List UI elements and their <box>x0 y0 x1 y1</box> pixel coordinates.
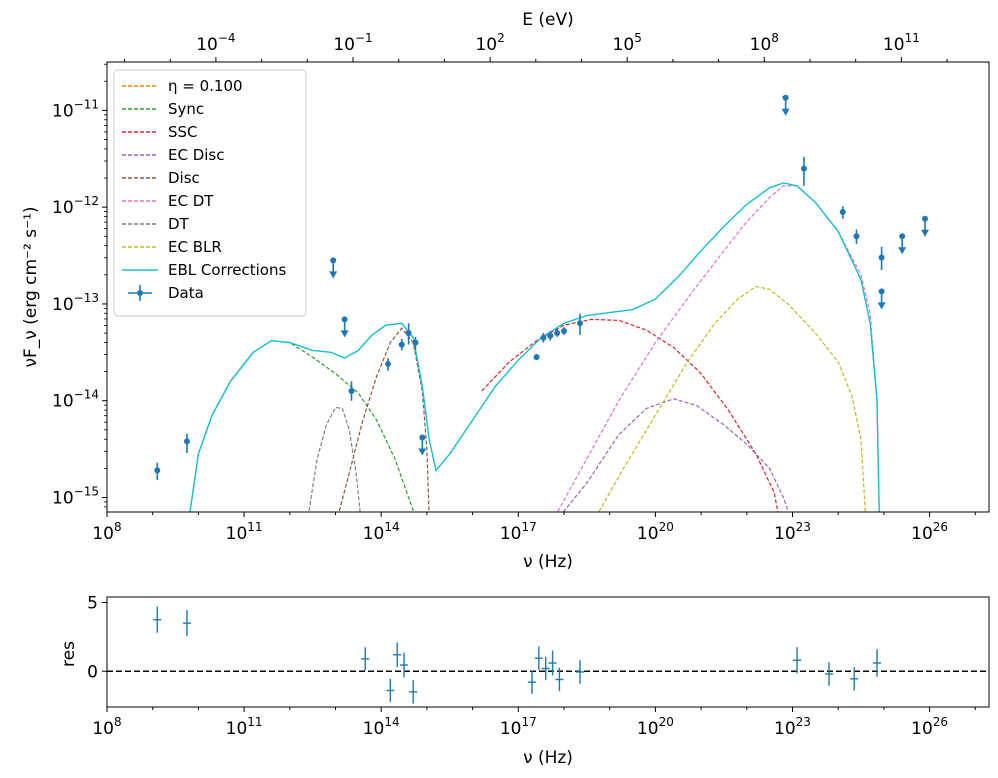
residual-x-tick-label: 1014 <box>363 715 400 739</box>
model-curves <box>189 182 880 512</box>
legend-label: EC Disc <box>168 146 225 164</box>
residual-x-axis: 108 1011 1014 1017 1020 1023 1026 <box>92 707 976 739</box>
legend-label: η = 0.100 <box>168 77 243 95</box>
residual-plot-panel: 108 1011 1014 1017 1020 1023 1026 50 ν (Hz) re… <box>59 594 990 768</box>
top-tick-label: 108 <box>750 31 779 55</box>
data-point <box>878 254 885 261</box>
legend-label: DT <box>168 215 190 233</box>
residual-x-tick-label: 1026 <box>911 715 948 739</box>
data-point <box>154 467 161 474</box>
residual-x-tick-label: 108 <box>92 715 121 739</box>
upper-limit-arrow <box>329 271 338 279</box>
upper-limit-arrow <box>340 330 349 338</box>
upper-limit-arrow <box>781 108 790 116</box>
residual-y-tick-label: 5 <box>87 594 98 614</box>
sed-plot-frame <box>106 61 990 513</box>
data-point <box>576 320 583 327</box>
x-tick-label: 1014 <box>363 520 400 544</box>
series-line-ec-disc <box>562 398 790 512</box>
legend-box <box>113 69 307 317</box>
legend-label: EC BLR <box>168 238 222 256</box>
series-line-dt <box>308 406 361 512</box>
y-tick-label: 10−11 <box>52 97 99 121</box>
series-line-ssc <box>481 318 779 512</box>
series-line-ebl-corrections <box>189 182 880 512</box>
upper-limit-arrow <box>898 247 907 255</box>
series-line-ec-dt <box>556 185 880 512</box>
y-tick-label: 10−13 <box>52 291 99 315</box>
x-tick-label: 108 <box>92 520 121 544</box>
top-tick-label: 10−4 <box>196 31 235 55</box>
data-point <box>398 341 405 348</box>
legend-label: SSC <box>168 123 198 141</box>
legend-label: EC DT <box>168 192 214 210</box>
data-point <box>560 328 567 335</box>
residual-y-axis: 50 <box>87 594 107 682</box>
data-point <box>800 165 807 172</box>
x-tick-label: 1011 <box>226 520 263 544</box>
bottom-x-axis: 108 1011 1014 1017 1020 1023 1026 <box>92 512 976 544</box>
top-tick-label: 10−1 <box>333 31 372 55</box>
top-tick-label: 105 <box>613 31 642 55</box>
y-axis-label: νF_ν (erg cm⁻² s⁻¹) <box>21 206 41 367</box>
series-line-ec-blr <box>598 285 866 512</box>
upper-limit-arrow <box>418 448 427 456</box>
data-point <box>385 360 392 367</box>
data-point <box>540 334 547 341</box>
y-tick-label: 10−15 <box>52 484 99 508</box>
residual-x-axis-label: ν (Hz) <box>523 748 573 768</box>
residual-plot-frame <box>106 596 990 708</box>
series-line-disc <box>338 327 430 512</box>
data-point <box>348 388 355 395</box>
data-point <box>183 438 190 445</box>
y-tick-label: 10−12 <box>52 194 99 218</box>
x-tick-label: 1026 <box>911 520 948 544</box>
residual-points <box>107 606 989 704</box>
data-point <box>405 329 412 336</box>
upper-limit-arrow <box>921 229 930 237</box>
x-tick-label: 1023 <box>774 520 811 544</box>
legend-label: Sync <box>168 100 204 118</box>
series-line-sync <box>189 340 415 512</box>
legend-label: Data <box>168 284 204 302</box>
data-point <box>547 332 554 339</box>
residual-x-tick-label: 1020 <box>637 715 674 739</box>
top-tick-label: 102 <box>475 31 504 55</box>
residual-x-tick-label: 1023 <box>774 715 811 739</box>
residual-y-axis-label: res <box>59 641 79 667</box>
upper-limit-arrow <box>877 302 886 310</box>
sed-plot-panel: 108 1011 1014 1017 1020 1023 1026 10−1510−1410… <box>21 10 990 572</box>
data-points <box>154 94 930 481</box>
top-tick-label: 1011 <box>883 31 920 55</box>
legend-label: EBL Corrections <box>168 261 286 279</box>
legend: η = 0.100 Sync SSC EC Disc Disc EC DT DT EC BLR… <box>113 69 307 317</box>
x-axis-label: ν (Hz) <box>523 552 573 572</box>
x-tick-label: 1017 <box>500 520 537 544</box>
top-x-axis: 10−4 10−1 102 105 108 1011 <box>124 31 948 62</box>
residual-y-tick-label: 0 <box>87 662 98 682</box>
legend-swatch-marker <box>137 290 143 296</box>
data-point <box>839 209 846 215</box>
y-tick-label: 10−14 <box>52 388 99 412</box>
legend-label: Disc <box>168 169 200 187</box>
data-point <box>554 329 561 336</box>
data-point <box>853 233 860 240</box>
residual-x-tick-label: 1017 <box>500 715 537 739</box>
left-y-axis: 10−15 10−14 10−13 10−12 10−11 <box>52 63 107 508</box>
data-point <box>412 339 419 346</box>
data-point <box>533 354 540 361</box>
residual-x-tick-label: 1011 <box>226 715 263 739</box>
top-x-axis-label: E (eV) <box>522 10 574 30</box>
x-tick-label: 1020 <box>637 520 674 544</box>
